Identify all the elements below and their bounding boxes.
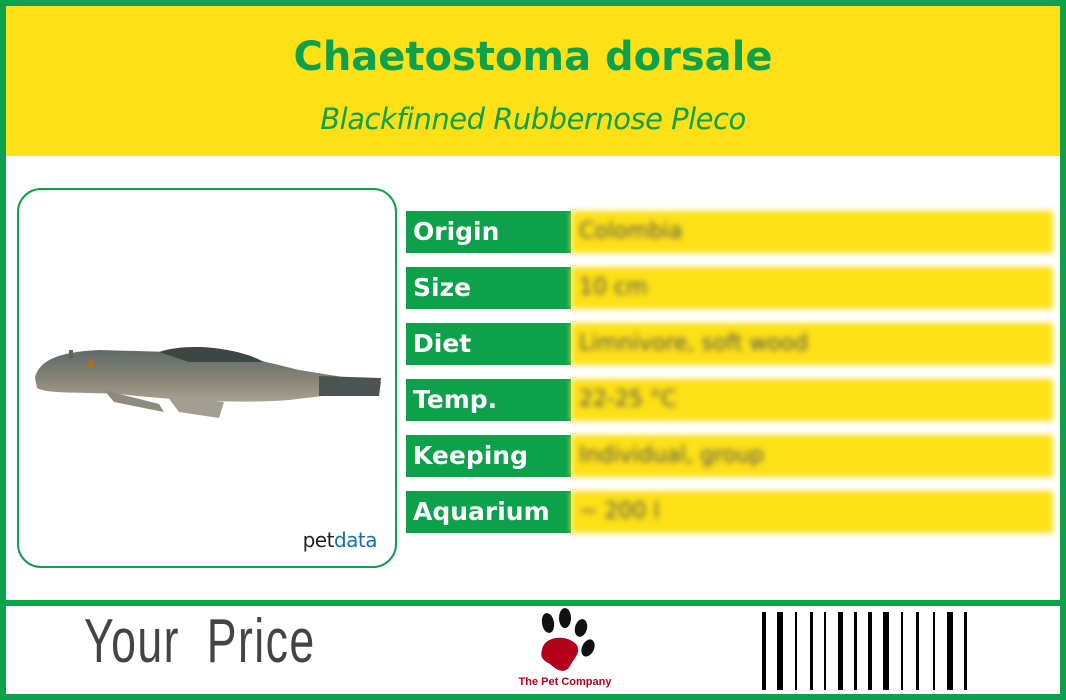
price-label: Your Price <box>84 607 316 676</box>
barcode-bar <box>868 612 872 690</box>
fact-row-diet: Diet Limnivore, soft wood <box>406 323 1053 365</box>
barcode-bar <box>933 612 935 690</box>
fact-label: Origin <box>406 211 571 253</box>
barcode-bar <box>838 612 843 690</box>
fact-value: Individual, group <box>571 435 1053 477</box>
fact-row-keeping: Keeping Individual, group <box>406 435 1053 477</box>
petdata-logo: petdata <box>302 528 378 552</box>
fact-label: Keeping <box>406 435 571 477</box>
paw-icon <box>541 608 595 671</box>
barcode-bar <box>883 612 889 690</box>
barcode-bar <box>916 612 919 690</box>
fact-row-size: Size 10 cm <box>406 267 1053 309</box>
species-title: Chaetostoma dorsale <box>293 34 773 80</box>
barcode-bar <box>762 612 766 690</box>
fact-value: 22-25 °C <box>571 379 1053 421</box>
fact-value: ~ 200 l <box>571 491 1053 533</box>
fact-row-aquarium: Aquarium ~ 200 l <box>406 491 1053 533</box>
barcode-bar <box>854 612 857 690</box>
fact-label: Diet <box>406 323 571 365</box>
barcode-bar <box>810 612 813 690</box>
footer-divider <box>6 600 1060 606</box>
header: Chaetostoma dorsale Blackfinned Rubberno… <box>6 6 1060 156</box>
barcode-bar <box>901 612 903 690</box>
barcode-bar <box>795 612 797 690</box>
fact-label: Size <box>406 267 571 309</box>
fact-value: 10 cm <box>571 267 1053 309</box>
fact-value: Limnivore, soft wood <box>571 323 1053 365</box>
fact-label: Aquarium <box>406 491 571 533</box>
barcode-bar <box>824 612 826 690</box>
barcode <box>762 612 967 690</box>
fact-value: Colombia <box>571 211 1053 253</box>
common-name: Blackfinned Rubbernose Pleco <box>320 102 746 136</box>
fact-row-temp: Temp. 22-25 °C <box>406 379 1053 421</box>
fish-image <box>35 347 381 418</box>
barcode-bar <box>777 612 783 690</box>
fact-label: Temp. <box>406 379 571 421</box>
barcode-bar <box>964 612 967 690</box>
fact-row-origin: Origin Colombia <box>406 211 1053 253</box>
company-name: The Pet Company <box>518 676 612 688</box>
fish-photo: petdata <box>17 188 397 568</box>
barcode-bar <box>947 612 953 690</box>
